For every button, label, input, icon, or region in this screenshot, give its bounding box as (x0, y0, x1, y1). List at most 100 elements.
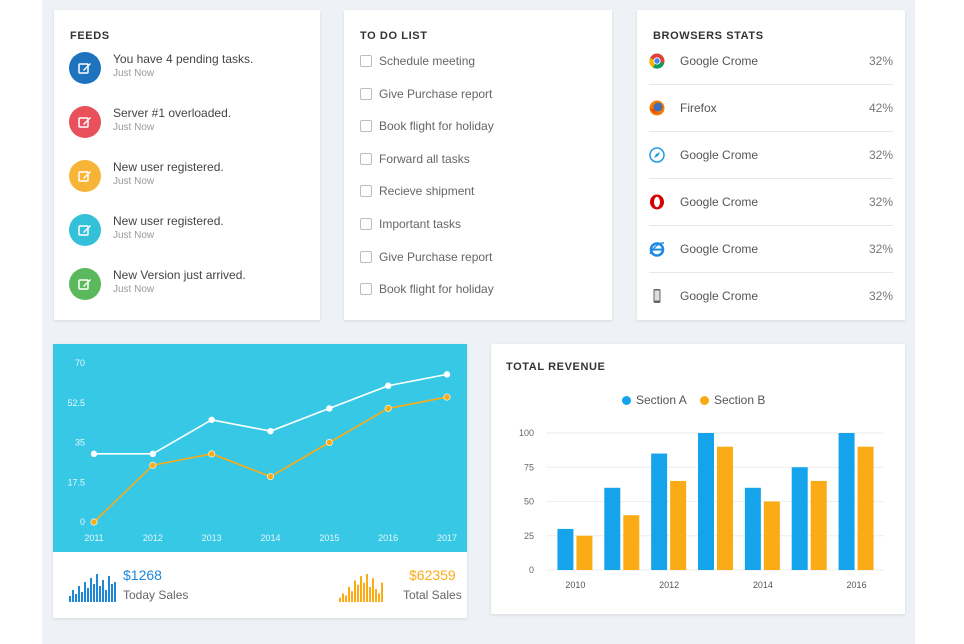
todo-item[interactable]: Schedule meeting (360, 54, 600, 70)
spark-bar (357, 584, 359, 602)
todo-item[interactable]: Important tasks (360, 217, 600, 233)
bar-section-a (744, 487, 761, 570)
feed-icon-circle (69, 160, 101, 192)
feed-item[interactable]: New user registered. Just Now (69, 160, 309, 200)
bar-y-tick: 0 (529, 565, 534, 575)
todo-item[interactable]: Give Purchase report (360, 87, 600, 103)
legend-section-a: Section A (622, 393, 687, 407)
safari-icon (649, 147, 665, 163)
spark-bar (69, 596, 71, 602)
todo-item[interactable]: Book flight for holiday (360, 119, 600, 135)
spark-bar (369, 586, 371, 602)
browsers-title: BROWSERS STATS (653, 30, 764, 42)
spark-bar (375, 589, 377, 602)
line-x-tick: 2017 (437, 533, 457, 543)
feed-text: Server #1 overloaded. (113, 106, 232, 120)
line-y-tick: 17.5 (67, 477, 85, 487)
total-sales-value: $62359 (409, 567, 456, 583)
line-x-tick: 2015 (319, 533, 339, 543)
bar-section-a (838, 433, 855, 570)
todo-checkbox[interactable] (360, 185, 372, 198)
feed-time: Just Now (113, 68, 155, 79)
line-point (267, 473, 275, 481)
ie-icon (649, 242, 665, 257)
feed-item[interactable]: You have 4 pending tasks. Just Now (69, 52, 309, 92)
line-x-tick: 2011 (84, 533, 103, 543)
browser-row: Firefox 42% (649, 85, 893, 132)
todo-item[interactable]: Recieve shipment (360, 184, 600, 200)
today-sales-label: Today Sales (123, 588, 189, 602)
feeds-title: FEEDS (70, 30, 110, 42)
spark-bar (99, 586, 101, 602)
bar-section-b (717, 446, 733, 570)
todo-label: Give Purchase report (379, 249, 493, 264)
line-point (443, 371, 451, 378)
feed-text: New Version just arrived. (113, 268, 246, 282)
today-sales-value: $1268 (123, 567, 162, 583)
legend-dot-a (622, 396, 631, 405)
today-sales-sparkline (69, 574, 116, 602)
todo-checkbox[interactable] (360, 283, 372, 296)
browser-row: Google Crome 32% (649, 179, 893, 226)
spark-bar (78, 586, 80, 602)
line-point (90, 450, 98, 458)
spark-bar (342, 593, 344, 602)
spark-bar (345, 595, 347, 602)
todo-item[interactable]: Give Purchase report (360, 250, 600, 266)
sales-card: 0 17.5 35 52.5 70 2011 2012 2013 2014 2015 2016 201… (53, 344, 467, 618)
todo-checkbox[interactable] (360, 218, 372, 230)
spark-bar (348, 586, 350, 602)
feed-item[interactable]: Server #1 overloaded. Just Now (69, 106, 309, 146)
browser-name: Google Crome (680, 242, 759, 256)
line-y-tick: 35 (75, 438, 85, 448)
bar-x-tick: 2010 (565, 580, 585, 590)
line-x-tick: 2016 (378, 533, 398, 543)
browser-name: Google Crome (680, 148, 759, 162)
browser-name: Google Crome (680, 54, 759, 68)
spark-bar (84, 582, 86, 602)
feeds-card: FEEDS You have 4 pending tasks. Just Now… (54, 10, 320, 320)
todo-checkbox[interactable] (360, 120, 372, 133)
todo-title: TO DO LIST (360, 30, 428, 42)
line-x-tick: 2014 (260, 533, 280, 543)
feed-item[interactable]: New Version just arrived. Just Now (69, 268, 309, 308)
line-point (443, 393, 451, 401)
feed-text: You have 4 pending tasks. (113, 52, 254, 66)
line-point (267, 427, 274, 435)
spark-bar (372, 578, 374, 602)
line-x-tick: 2013 (202, 533, 222, 543)
todo-item[interactable]: Forward all tasks (360, 152, 600, 168)
line-chart-panel: 0 17.5 35 52.5 70 2011 2012 2013 2014 2015 2016 201… (53, 344, 467, 552)
todo-label: Important tasks (379, 217, 462, 231)
bar-section-b (670, 480, 687, 570)
spark-bar (90, 578, 92, 602)
spark-bar (96, 574, 98, 602)
bar-section-b (857, 446, 874, 570)
line-y-tick: 0 (80, 517, 85, 527)
feed-time: Just Now (113, 122, 155, 133)
todo-label: Book flight for holiday (379, 119, 494, 134)
todo-item[interactable]: Book flight for holiday (360, 282, 600, 298)
browser-percent: 32% (868, 289, 893, 303)
spark-bar (105, 590, 107, 602)
line-y-tick: 70 (75, 358, 85, 368)
bar-y-tick: 100 (519, 428, 534, 438)
spark-bar (366, 574, 368, 602)
browser-row: Google Crome 32% (649, 38, 893, 85)
line-chart: 0 17.5 35 52.5 70 2011 2012 2013 2014 2015 2016 201… (67, 358, 457, 543)
line-series-2 (93, 396, 448, 523)
todo-checkbox[interactable] (360, 87, 372, 100)
firefox-icon (649, 100, 665, 116)
feed-item[interactable]: New user registered. Just Now (69, 214, 309, 254)
todo-checkbox[interactable] (360, 55, 372, 67)
todo-checkbox[interactable] (360, 250, 372, 263)
spark-bar (339, 597, 341, 602)
bar-section-b (763, 501, 780, 570)
opera-icon (650, 194, 664, 210)
spark-bar (351, 591, 353, 602)
todo-checkbox[interactable] (360, 152, 372, 165)
spark-bar (378, 593, 380, 602)
feed-icon-circle (69, 268, 101, 300)
feed-icon-circle (69, 106, 101, 138)
line-point (384, 382, 392, 389)
